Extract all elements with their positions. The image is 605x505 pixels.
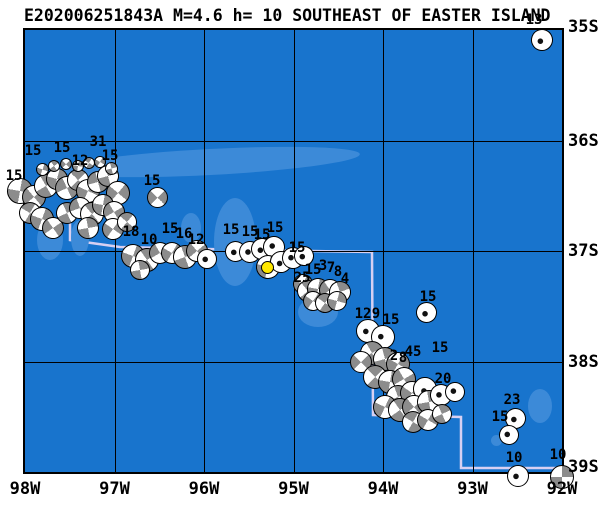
focal-mechanism-beachball[interactable] <box>507 465 529 487</box>
bathymetry-patch <box>528 389 552 423</box>
depth-label: 15 <box>304 262 322 278</box>
depth-label: 8 <box>398 350 408 366</box>
event-marker[interactable] <box>260 260 274 274</box>
x-axis-label: 93W <box>457 479 488 499</box>
depth-label: 12 <box>354 306 372 322</box>
y-axis-label: 39S <box>568 457 599 477</box>
depth-label: 4 <box>340 271 350 287</box>
depth-label: 31 <box>89 134 107 150</box>
gridline-horizontal <box>25 361 562 363</box>
depth-label: 13 <box>525 12 543 28</box>
depth-label: 15 <box>222 222 240 238</box>
y-axis-label: 35S <box>568 17 599 37</box>
depth-label: 7 <box>326 260 336 276</box>
depth-label: 15 <box>161 221 179 237</box>
depth-label: 12 <box>187 232 205 248</box>
depth-label: 16 <box>175 226 193 242</box>
focal-mechanism-beachball[interactable] <box>527 25 557 55</box>
depth-label: 10 <box>505 450 523 466</box>
depth-label: 15 <box>266 220 284 236</box>
y-axis-label: 37S <box>568 241 599 261</box>
depth-label: 20 <box>434 371 452 387</box>
x-axis-label: 94W <box>367 479 399 499</box>
y-axis-label: 36S <box>568 130 599 151</box>
focal-mechanism-beachball[interactable] <box>197 249 217 269</box>
depth-label: 10 <box>549 447 567 463</box>
depth-label: 2 <box>389 348 399 364</box>
x-axis-label: 98W <box>9 479 41 499</box>
depth-label: 15 <box>241 224 259 240</box>
depth-label: 15 <box>53 140 71 156</box>
bathymetry-patch <box>181 213 201 243</box>
depth-label: 15 <box>382 312 400 328</box>
x-axis-label: 97W <box>99 479 130 499</box>
depth-label: 45 <box>404 344 422 360</box>
depth-label: 15 <box>24 143 42 159</box>
depth-label: 23 <box>503 392 521 408</box>
x-axis-label: 95W <box>278 479 309 499</box>
y-axis-label: 38S <box>568 351 599 372</box>
depth-label: 3 <box>318 258 328 274</box>
depth-label: 12 <box>71 153 89 169</box>
x-axis-label: 96W <box>188 479 220 499</box>
page-title: E202006251843A M=4.6 h= 10 SOUTHEAST OF … <box>24 6 551 25</box>
depth-label: 8 <box>333 264 343 280</box>
gridline-horizontal <box>25 140 562 142</box>
depth-label: 15 <box>143 173 161 189</box>
depth-label: 15 <box>288 240 306 256</box>
depth-label: 25 <box>293 270 311 286</box>
depth-label: 15 <box>5 168 23 184</box>
focal-mechanism-beachball[interactable] <box>550 465 574 489</box>
depth-label: 10 <box>140 232 158 248</box>
x-axis-label: 92W <box>546 479 578 499</box>
depth-label: 15 <box>101 148 119 164</box>
bathymetry-patch <box>490 434 502 446</box>
depth-label: 9 <box>371 306 381 322</box>
depth-label: 15 <box>491 409 509 425</box>
depth-label: 18 <box>122 224 140 240</box>
depth-label: 15 <box>253 227 271 243</box>
depth-label: 15 <box>419 289 437 305</box>
depth-label: 15 <box>431 340 449 356</box>
